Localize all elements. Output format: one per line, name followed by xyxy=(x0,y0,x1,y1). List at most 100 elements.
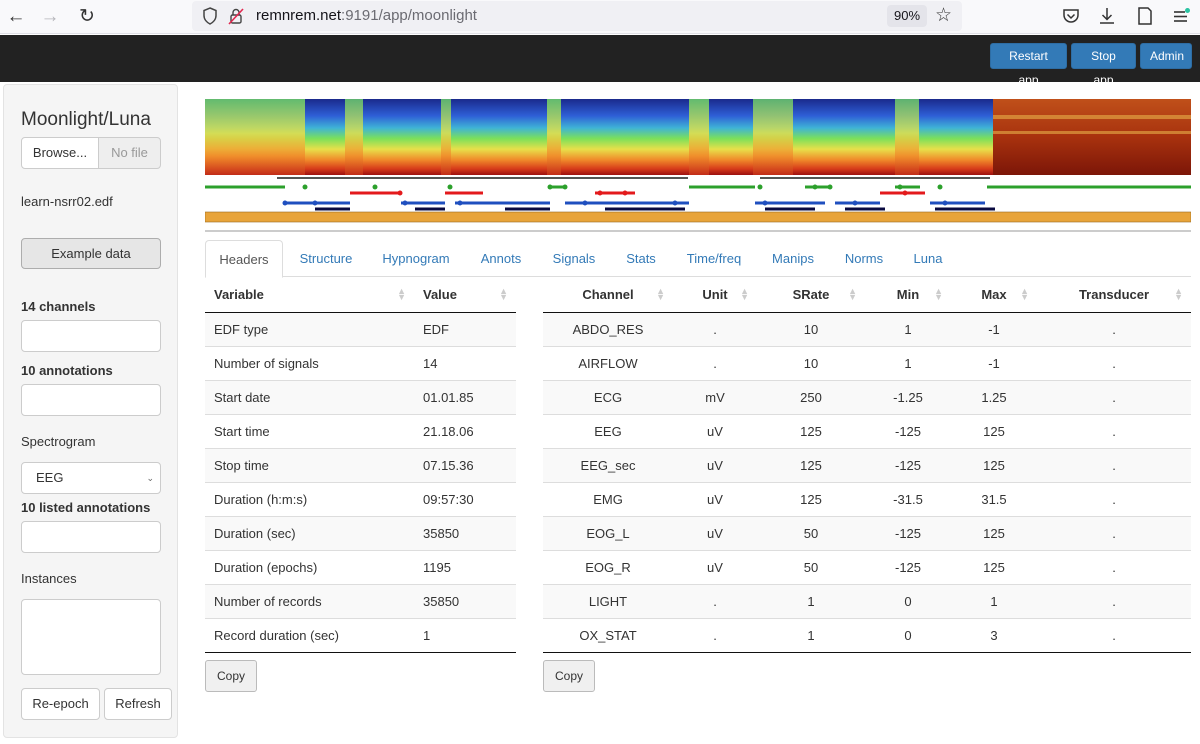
channels-table: Channel ▲ ▼ Unit ▲ ▼ SRate ▲ ▼ Min ▲ ▼ Max ▲ ▼ Transduc… xyxy=(543,278,1191,653)
sort-icon: ▲ ▼ xyxy=(1174,286,1183,302)
variable-cell: Start time xyxy=(205,413,414,448)
min-cell: -125 xyxy=(865,515,951,550)
channel-cell: EOG_R xyxy=(543,549,673,584)
address-bar[interactable]: remnrem.net:9191/app/moonlight 90% ☆ xyxy=(192,1,962,31)
srate-cell: 125 xyxy=(757,447,865,482)
channel-cell: EEG xyxy=(543,413,673,448)
zoom-level-badge[interactable]: 90% xyxy=(887,5,928,27)
spectrogram-hypnogram-plot[interactable] xyxy=(205,99,1191,233)
value-cell: 14 xyxy=(414,345,516,380)
copy-headers-button[interactable]: Copy xyxy=(205,660,258,692)
file-upload[interactable]: Browse... No file xyxy=(21,137,161,169)
copy-channels-button[interactable]: Copy xyxy=(543,660,596,692)
tab-time-freq[interactable]: Time/freq xyxy=(686,251,742,266)
tab-structure[interactable]: Structure xyxy=(299,251,353,266)
srate-cell: 1 xyxy=(757,617,865,653)
bookmark-star-icon[interactable]: ☆ xyxy=(935,5,953,26)
channel-cell: OX_STAT xyxy=(543,617,673,653)
min-cell: -31.5 xyxy=(865,481,951,516)
column-header-value[interactable]: Value ▲ ▼ xyxy=(414,278,516,313)
admin-button[interactable]: Admin xyxy=(1140,43,1192,69)
variable-cell: Record duration (sec) xyxy=(205,617,414,653)
restart-app-button[interactable]: Restart app xyxy=(990,43,1067,87)
max-cell: 125 xyxy=(951,515,1037,550)
channels-select[interactable] xyxy=(21,320,161,352)
column-header-srate[interactable]: SRate ▲ ▼ xyxy=(757,278,865,313)
column-header-variable[interactable]: Variable ▲ ▼ xyxy=(205,278,414,313)
listed-annotations-select[interactable] xyxy=(21,521,161,553)
max-cell: -1 xyxy=(951,345,1037,380)
tab-manips[interactable]: Manips xyxy=(772,251,814,266)
transducer-cell: . xyxy=(1037,379,1191,414)
table-row: Number of signals 14 xyxy=(205,345,516,380)
min-cell: -1.25 xyxy=(865,379,951,414)
variable-cell: Duration (sec) xyxy=(205,515,414,550)
forward-arrow-icon[interactable]: → xyxy=(40,6,60,27)
shield-icon[interactable] xyxy=(202,7,218,25)
channel-cell: ECG xyxy=(543,379,673,414)
file-name-field[interactable]: No file xyxy=(98,137,161,169)
variable-cell: EDF type xyxy=(205,311,414,346)
variable-cell: Start date xyxy=(205,379,414,414)
tab-annots[interactable]: Annots xyxy=(480,251,522,266)
menu-icon[interactable] xyxy=(1170,5,1192,27)
tab-stats[interactable]: Stats xyxy=(626,251,656,266)
max-cell: 125 xyxy=(951,413,1037,448)
column-header-min[interactable]: Min ▲ ▼ xyxy=(865,278,951,313)
annotations-select[interactable] xyxy=(21,384,161,416)
download-icon[interactable] xyxy=(1096,5,1118,27)
table-row: Duration (h:m:s) 09:57:30 xyxy=(205,481,516,516)
column-header-unit[interactable]: Unit ▲ ▼ xyxy=(673,278,757,313)
unit-cell: uV xyxy=(673,413,757,448)
column-header-transducer[interactable]: Transducer ▲ ▼ xyxy=(1037,278,1191,313)
table-row: LIGHT. 1 0 1. xyxy=(543,583,1191,618)
chevron-down-icon: ⌄ xyxy=(146,473,154,483)
annotations-label: 10 annotations xyxy=(21,363,113,378)
min-cell: -125 xyxy=(865,549,951,584)
spectrogram-select[interactable]: EEG ⌄ xyxy=(21,462,161,494)
value-cell: 1 xyxy=(414,617,516,653)
browse-button[interactable]: Browse... xyxy=(21,137,99,169)
table-row: EDF type EDF xyxy=(205,311,516,346)
srate-cell: 50 xyxy=(757,515,865,550)
instances-list[interactable] xyxy=(21,599,161,675)
unit-cell: . xyxy=(673,345,757,380)
channel-cell: EEG_sec xyxy=(543,447,673,482)
table-row: ECG mV 250 -1.25 1.25. xyxy=(543,379,1191,414)
app-title: Moonlight/Luna xyxy=(21,109,151,130)
channel-cell: AIRFLOW xyxy=(543,345,673,380)
channel-cell: EMG xyxy=(543,481,673,516)
stop-app-button[interactable]: Stop app xyxy=(1071,43,1136,87)
re-epoch-button[interactable]: Re-epoch xyxy=(21,688,100,720)
unit-cell: . xyxy=(673,311,757,346)
tab-norms[interactable]: Norms xyxy=(844,251,884,266)
unit-cell: uV xyxy=(673,515,757,550)
listed-annotations-label: 10 listed annotations xyxy=(21,500,151,515)
tab-luna[interactable]: Luna xyxy=(913,251,943,266)
max-cell: -1 xyxy=(951,311,1037,346)
column-header-channel[interactable]: Channel ▲ ▼ xyxy=(543,278,673,313)
insecure-lock-icon[interactable] xyxy=(228,7,244,25)
srate-cell: 125 xyxy=(757,481,865,516)
reload-icon[interactable]: ↻ xyxy=(79,6,95,27)
transducer-cell: . xyxy=(1037,413,1191,448)
pocket-icon[interactable] xyxy=(1060,5,1082,27)
column-header-max[interactable]: Max ▲ ▼ xyxy=(951,278,1037,313)
value-cell: 01.01.85 xyxy=(414,379,516,414)
unit-cell: mV xyxy=(673,379,757,414)
variable-cell: Stop time xyxy=(205,447,414,482)
tab-signals[interactable]: Signals xyxy=(552,251,596,266)
tab-hypnogram[interactable]: Hypnogram xyxy=(382,251,450,266)
example-data-button[interactable]: Example data xyxy=(21,238,161,269)
transducer-cell: . xyxy=(1037,515,1191,550)
srate-cell: 250 xyxy=(757,379,865,414)
tab-headers[interactable]: Headers xyxy=(205,240,283,278)
channel-cell: ABDO_RES xyxy=(543,311,673,346)
back-arrow-icon[interactable]: ← xyxy=(6,6,26,27)
app-navbar: Restart app Stop app Admin xyxy=(0,35,1200,87)
refresh-button[interactable]: Refresh xyxy=(104,688,172,720)
max-cell: 1 xyxy=(951,583,1037,618)
column-header-label: Value xyxy=(423,287,457,303)
variable-cell: Duration (epochs) xyxy=(205,549,414,584)
reader-view-icon[interactable] xyxy=(1134,5,1156,27)
